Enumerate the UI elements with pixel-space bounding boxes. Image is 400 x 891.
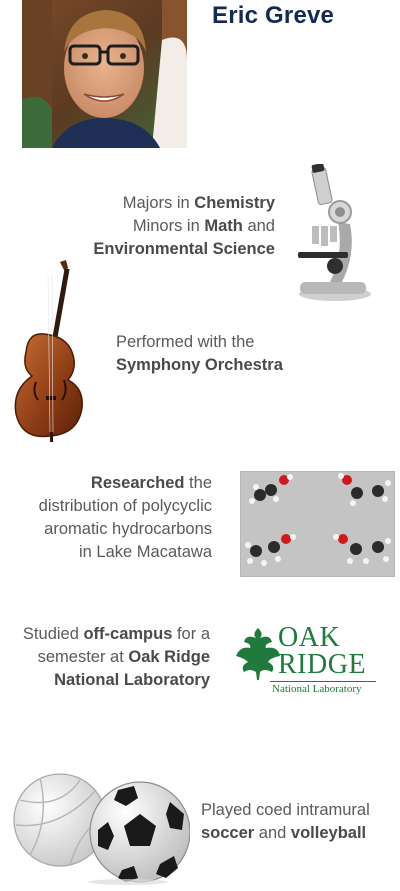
text-line: National Laboratory bbox=[0, 669, 210, 692]
text-segment-bold: Math bbox=[204, 217, 243, 235]
text-line: Performed with the bbox=[116, 331, 376, 354]
text-segment: Majors in bbox=[122, 194, 195, 212]
text-segment-bold: off-campus bbox=[83, 625, 173, 643]
text-segment-bold: Environmental Science bbox=[93, 240, 275, 258]
text-segment-bold: volleyball bbox=[290, 824, 367, 842]
text-line: Researched the bbox=[0, 472, 212, 495]
oak-leaf-icon bbox=[236, 628, 280, 680]
oak-ridge-logo: OAK RIDGE National Laboratory bbox=[234, 624, 384, 704]
text-line: Minors in Math and bbox=[35, 215, 275, 238]
text-segment: the bbox=[184, 474, 212, 492]
molecules-icon bbox=[239, 470, 396, 578]
text-segment: Played coed intramural bbox=[201, 801, 370, 819]
text-segment: semester at bbox=[37, 648, 129, 666]
text-line: semester at Oak Ridge bbox=[0, 646, 210, 669]
text-line: soccer and volleyball bbox=[201, 822, 397, 845]
text-line: Studied off-campus for a bbox=[0, 623, 210, 646]
logo-line-oak: OAK bbox=[278, 622, 341, 653]
text-line: Majors in Chemistry bbox=[35, 192, 275, 215]
text-segment: Studied bbox=[22, 625, 84, 643]
text-line: in Lake Macatawa bbox=[0, 541, 212, 564]
text-segment-bold: Symphony Orchestra bbox=[116, 356, 283, 374]
text-segment-bold: soccer bbox=[201, 824, 255, 842]
text-line: aromatic hydrocarbons bbox=[0, 518, 212, 541]
text-segment: aromatic hydrocarbons bbox=[44, 520, 212, 538]
logo-divider bbox=[270, 681, 376, 682]
text-segment: for a bbox=[172, 625, 210, 643]
profile-photo bbox=[22, 0, 187, 148]
sports-balls-icon bbox=[10, 770, 191, 886]
logo-line-ridge: RIDGE bbox=[278, 649, 367, 680]
text-line: distribution of polycyclic bbox=[0, 495, 212, 518]
text-segment: and bbox=[242, 217, 275, 235]
research-text: Researched the distribution of polycycli… bbox=[0, 472, 212, 564]
text-segment: and bbox=[254, 824, 291, 842]
symphony-text: Performed with the Symphony Orchestra bbox=[116, 331, 376, 377]
double-bass-icon bbox=[6, 256, 88, 442]
text-line: Symphony Orchestra bbox=[116, 354, 376, 377]
text-segment-bold: Oak Ridge bbox=[128, 648, 210, 666]
text-segment: distribution of polycyclic bbox=[38, 497, 212, 515]
microscope-icon bbox=[290, 163, 372, 302]
logo-line-national-laboratory: National Laboratory bbox=[272, 683, 362, 695]
text-segment-bold: Chemistry bbox=[194, 194, 275, 212]
text-segment: in Lake Macatawa bbox=[79, 543, 212, 561]
off-campus-text: Studied off-campus for a semester at Oak… bbox=[0, 623, 210, 692]
text-segment: Minors in bbox=[132, 217, 205, 235]
person-name: Eric Greve bbox=[212, 2, 335, 29]
intramural-text: Played coed intramural soccer and volley… bbox=[201, 799, 397, 845]
text-line: Environmental Science bbox=[35, 238, 275, 261]
text-segment-bold: Researched bbox=[90, 474, 185, 492]
majors-text: Majors in Chemistry Minors in Math and E… bbox=[35, 192, 275, 261]
text-segment: Performed with the bbox=[116, 333, 255, 351]
text-segment-bold: National Laboratory bbox=[54, 671, 210, 689]
text-line: Played coed intramural bbox=[201, 799, 397, 822]
